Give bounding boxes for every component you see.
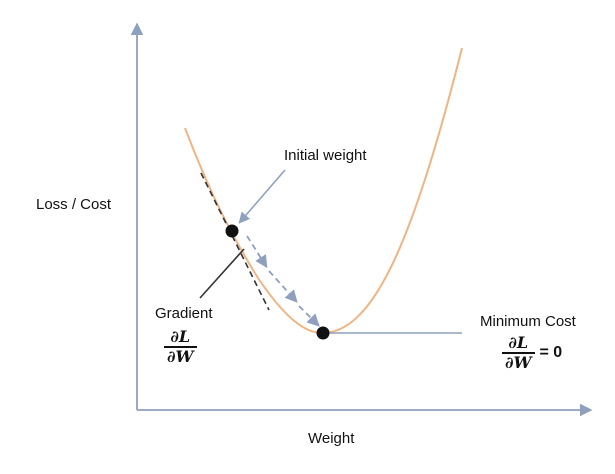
gradient-formula-denominator: ∂W	[167, 347, 194, 366]
initial-weight-point	[225, 224, 239, 238]
gradient-label: Gradient	[155, 305, 213, 322]
minimum-formula-numerator: ∂L	[508, 333, 529, 352]
loss-curve	[184, 47, 463, 335]
gradient-pointer	[199, 248, 245, 299]
descent-step-arrow-2	[268, 270, 298, 303]
gradient-formula-numerator: ∂L	[170, 327, 191, 346]
initial-weight-label: Initial weight	[284, 147, 367, 164]
fraction-bar	[164, 346, 197, 348]
fraction-bar	[502, 352, 535, 354]
minimum-formula-equals: = 0	[539, 344, 563, 361]
gradient-formula: ∂L ∂W	[164, 328, 197, 366]
descent-step-arrow-3	[298, 305, 320, 327]
descent-step-arrow-1	[246, 235, 268, 269]
minimum-cost-point	[316, 326, 330, 340]
minimum-formula-denominator: ∂W	[505, 353, 532, 372]
gradient-tangent-line	[200, 172, 270, 311]
minimum-cost-label: Minimum Cost	[480, 313, 576, 330]
y-axis-label: Loss / Cost	[36, 196, 112, 213]
minimum-formula: ∂L ∂W = 0	[502, 334, 562, 372]
x-axis-label: Weight	[308, 430, 355, 447]
initial-weight-pointer	[238, 169, 286, 224]
